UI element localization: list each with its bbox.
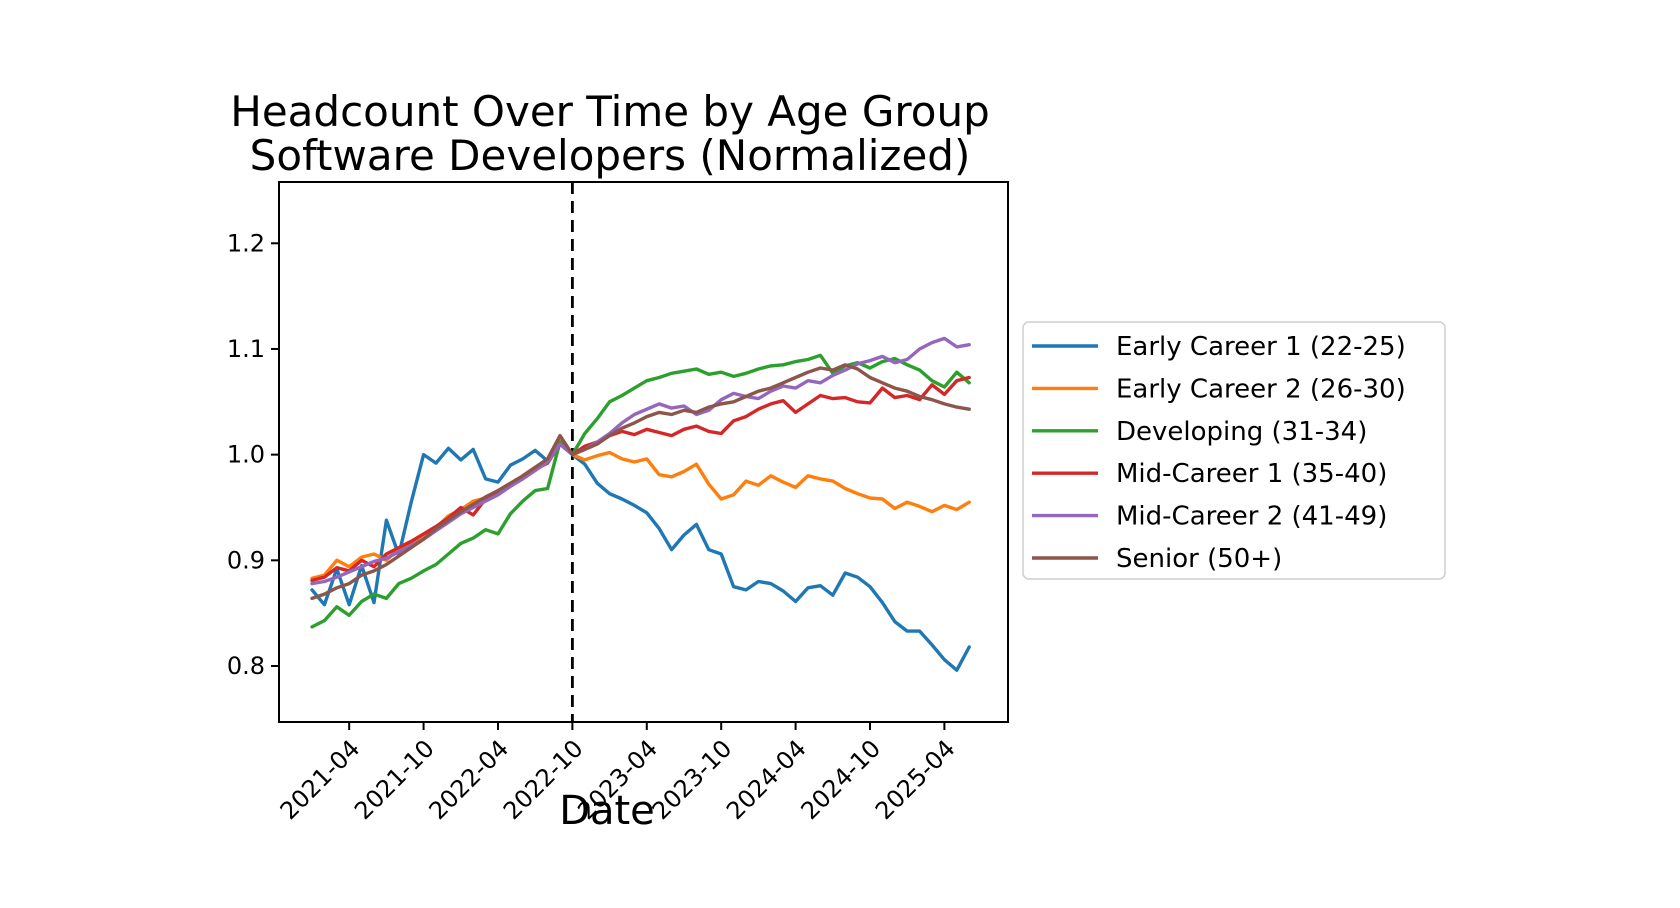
x-tick-label: 2024-10 [796,734,887,825]
series-line-mid-career-1-35-40- [310,375,971,583]
x-tick-label: 2022-04 [424,734,515,825]
legend-layer: Early Career 1 (22-25) Early Career 2 (26… [1022,321,1446,580]
x-tick-label: 2021-10 [349,734,440,825]
legend-label: Mid-Career 2 (41-49) [1116,502,1387,532]
legend-box [1022,321,1446,580]
x-tick-label: 2024-04 [721,734,812,825]
legend-label: Early Career 1 (22-25) [1116,332,1406,362]
y-tick-label: 1.0 [227,441,265,469]
x-tick-label: 2021-04 [275,734,366,825]
y-tick-label: 1.1 [227,335,265,363]
series-layer [310,182,971,722]
chart-title-line2: Software Developers (Normalized) [250,131,971,180]
legend-label: Early Career 2 (26-30) [1116,374,1406,404]
legend-label: Mid-Career 1 (35-40) [1116,459,1387,489]
x-tick-label: 2023-10 [647,734,738,825]
y-tick-label: 0.8 [227,652,265,680]
y-tick-label: 0.9 [227,546,265,574]
x-tick-label: 2025-04 [870,734,961,825]
x-axis-label: Date [559,788,655,834]
y-tick-label: 1.2 [227,229,265,257]
legend-label: Senior (50+) [1116,544,1282,574]
legend-label: Developing (31-34) [1116,417,1367,447]
plot-border [278,181,1009,723]
chart-title-line1: Headcount Over Time by Age Group [230,87,990,136]
series-line-senior-50- [310,363,971,601]
series-line-early-career-1-22-25- [310,440,971,672]
